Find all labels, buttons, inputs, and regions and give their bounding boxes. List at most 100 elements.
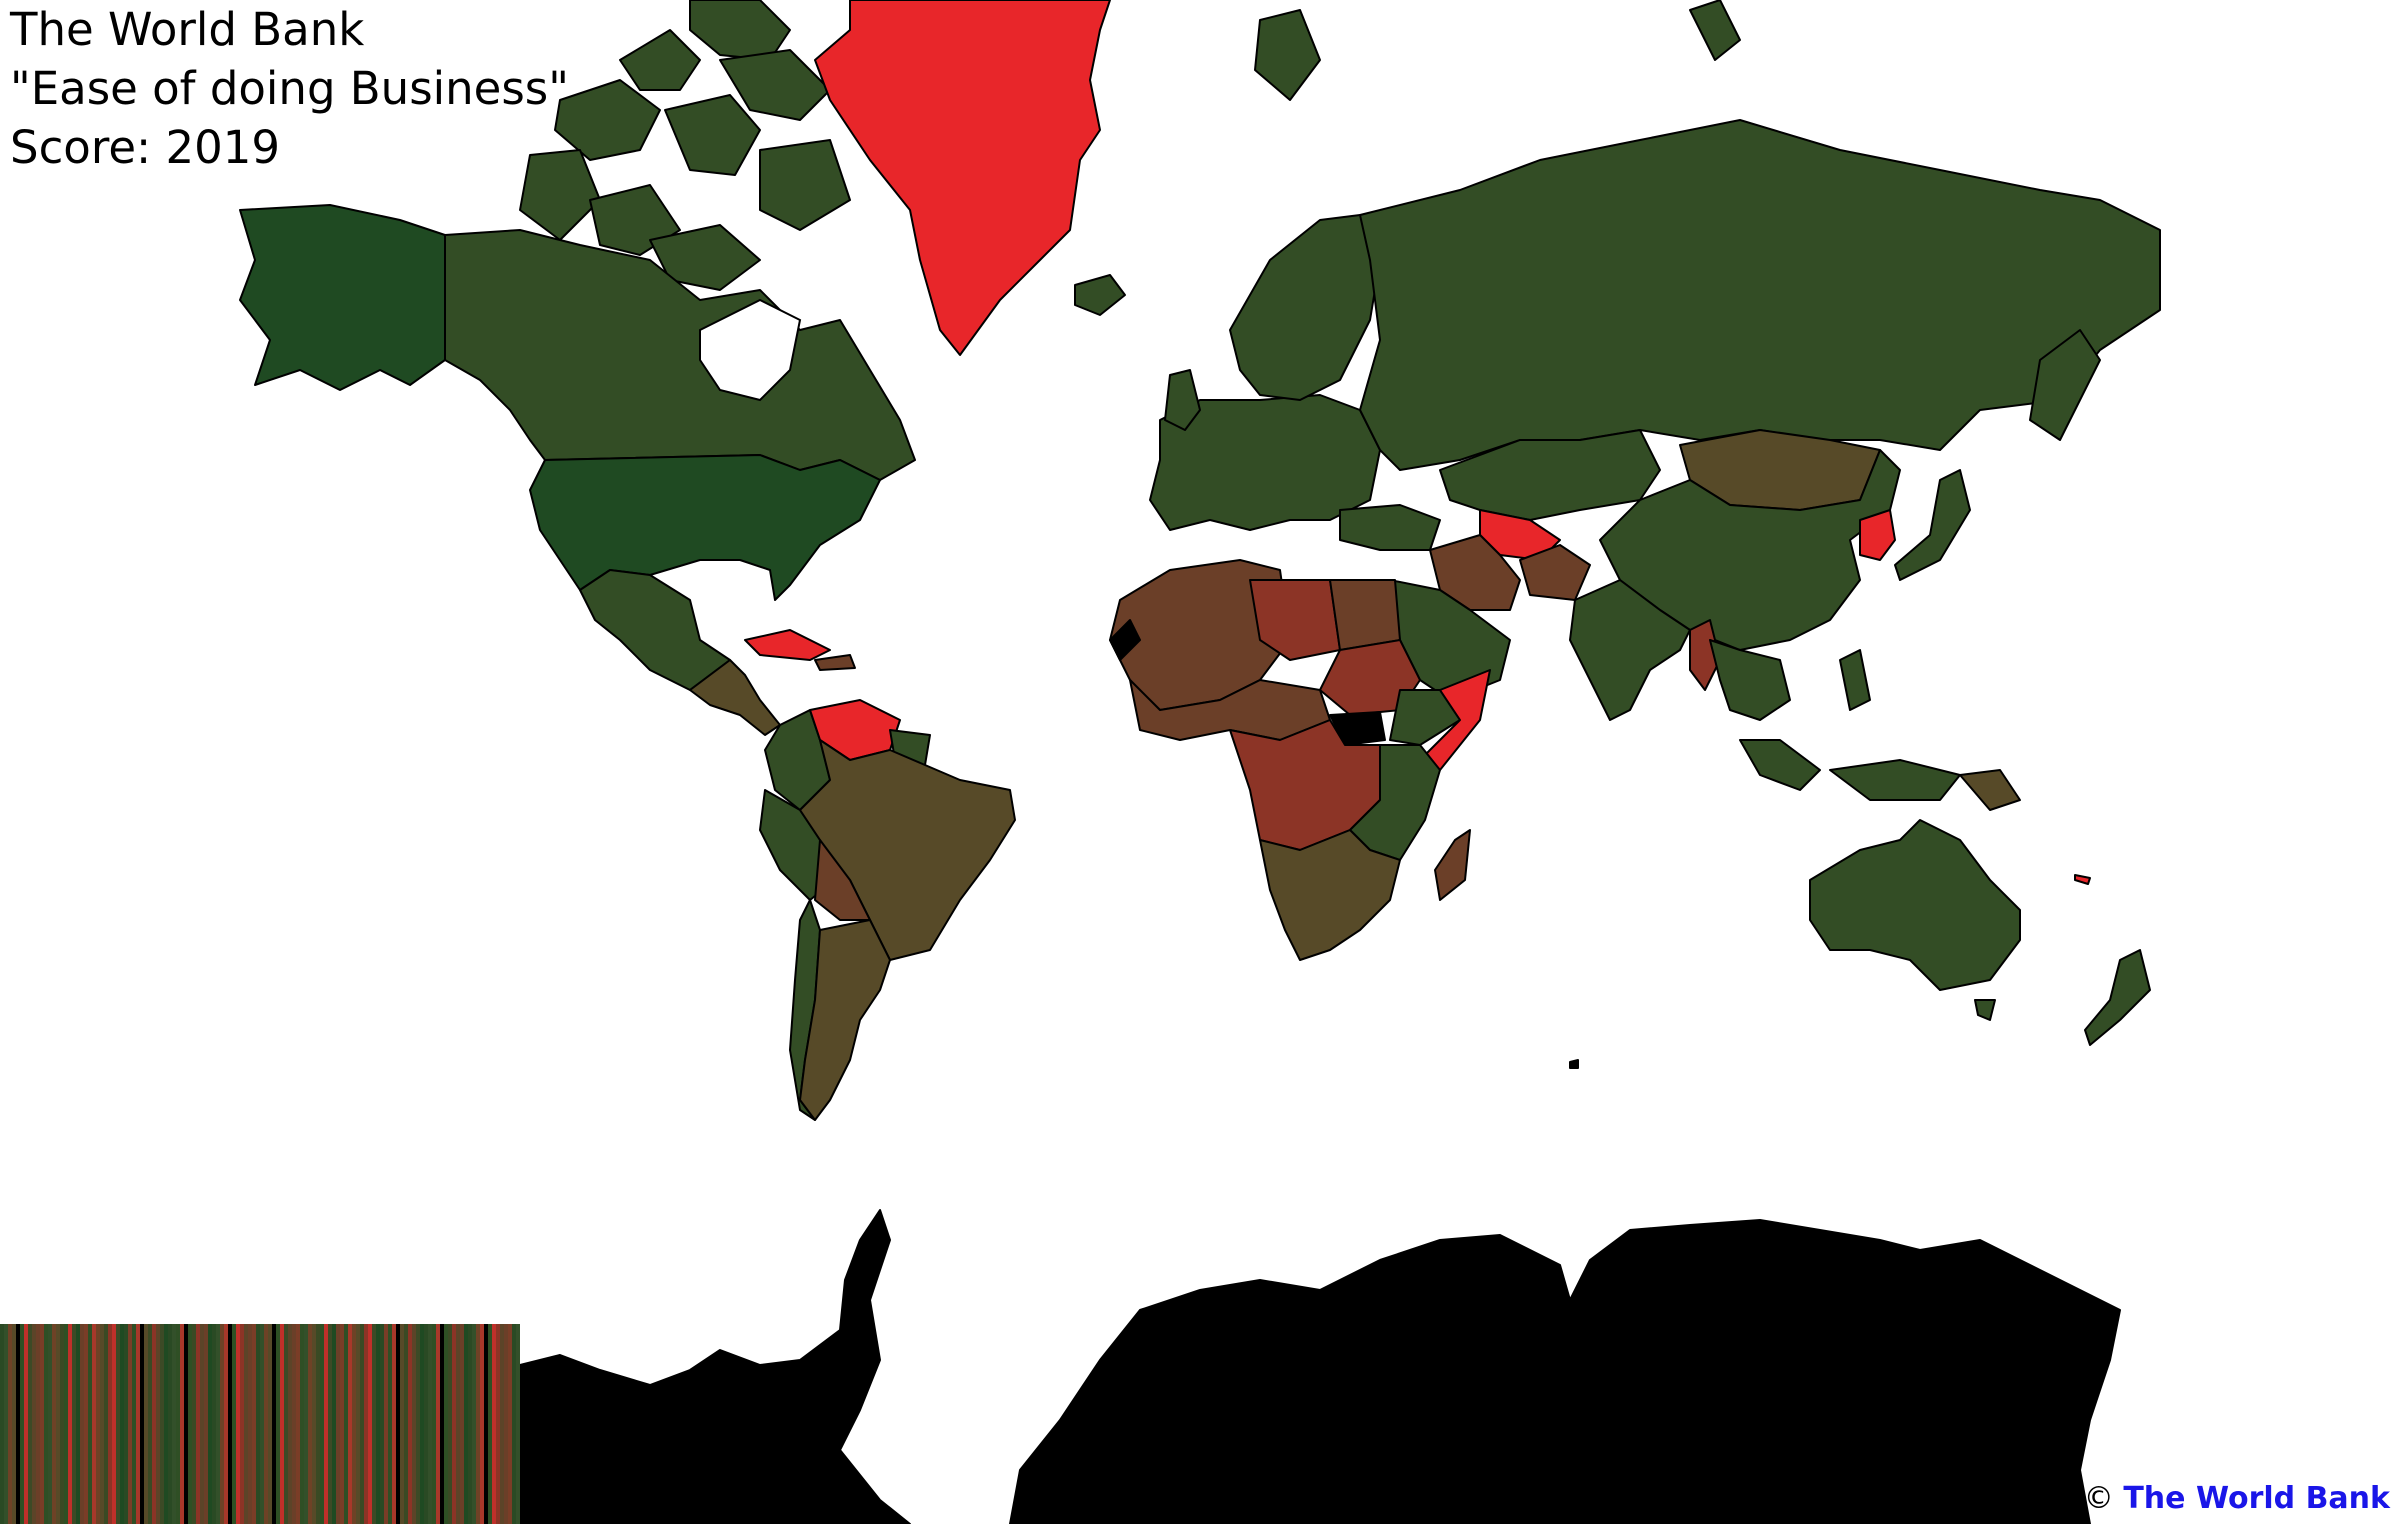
legend-stripe <box>348 1324 353 1524</box>
region-pacific-island <box>2074 874 2091 885</box>
legend-stripe <box>420 1324 425 1524</box>
legend-stripe <box>80 1324 85 1524</box>
region-mexico <box>579 569 731 691</box>
legend-stripe <box>340 1324 345 1524</box>
region-scandinavia <box>1229 214 1381 401</box>
legend-stripe <box>364 1324 369 1524</box>
legend-stripe <box>292 1324 297 1524</box>
region-turkey <box>1339 504 1441 551</box>
legend-stripe <box>36 1324 41 1524</box>
legend-stripe <box>504 1324 509 1524</box>
legend-stripe <box>76 1324 81 1524</box>
map-title: The World Bank "Ease of doing Business" … <box>10 0 569 177</box>
region-southeast-asia <box>1709 639 1791 721</box>
region-southern-africa <box>1259 829 1401 961</box>
legend-stripe <box>212 1324 217 1524</box>
legend-stripe <box>56 1324 61 1524</box>
legend-stripe <box>180 1324 185 1524</box>
legend-stripe <box>236 1324 241 1524</box>
title-line-3: Score: 2019 <box>10 121 281 174</box>
legend-stripe <box>300 1324 305 1524</box>
region-hudson-bay <box>699 298 802 402</box>
legend-stripe <box>32 1324 37 1524</box>
legend-stripe <box>164 1324 169 1524</box>
legend-stripe <box>188 1324 193 1524</box>
legend-stripe <box>64 1324 69 1524</box>
region-egypt <box>1329 579 1401 651</box>
legend-stripe <box>328 1324 333 1524</box>
score-legend-strip <box>0 1324 520 1524</box>
legend-stripe <box>268 1324 273 1524</box>
legend-stripe <box>440 1324 445 1524</box>
legend-stripe <box>416 1324 421 1524</box>
legend-stripe <box>168 1324 173 1524</box>
source-link[interactable]: The World Bank <box>2123 1481 2390 1516</box>
legend-stripe <box>304 1324 309 1524</box>
legend-stripe <box>128 1324 133 1524</box>
legend-stripe <box>476 1324 481 1524</box>
legend-stripe <box>256 1324 261 1524</box>
region-madagascar <box>1434 829 1471 901</box>
legend-stripe <box>336 1324 341 1524</box>
legend-stripe <box>72 1324 77 1524</box>
legend-stripe <box>216 1324 221 1524</box>
region-small-island <box>1569 1059 1579 1069</box>
legend-stripe <box>492 1324 497 1524</box>
legend-stripe <box>384 1324 389 1524</box>
legend-stripe <box>152 1324 157 1524</box>
legend-stripe <box>88 1324 93 1524</box>
legend-stripe <box>160 1324 165 1524</box>
region-japan <box>1894 469 1971 581</box>
region-argentina <box>799 919 891 1121</box>
legend-stripe <box>172 1324 177 1524</box>
legend-stripe <box>500 1324 505 1524</box>
legend-stripe <box>44 1324 49 1524</box>
legend-stripe <box>376 1324 381 1524</box>
legend-stripe <box>484 1324 489 1524</box>
title-line-2: "Ease of doing Business" <box>10 62 569 115</box>
legend-stripe <box>240 1324 245 1524</box>
legend-stripe <box>12 1324 17 1524</box>
legend-stripe <box>448 1324 453 1524</box>
legend-stripe <box>288 1324 293 1524</box>
region-arctic-islands <box>519 0 1741 291</box>
legend-stripe <box>24 1324 29 1524</box>
legend-stripe <box>368 1324 373 1524</box>
legend-stripe <box>372 1324 377 1524</box>
legend-stripe <box>68 1324 73 1524</box>
legend-stripe <box>124 1324 129 1524</box>
legend-stripe <box>516 1324 520 1524</box>
region-great-britain <box>1164 369 1201 431</box>
legend-stripe <box>148 1324 153 1524</box>
legend-stripe <box>436 1324 441 1524</box>
region-united-states <box>529 454 881 601</box>
legend-stripe <box>20 1324 25 1524</box>
region-antarctica <box>519 1209 911 1524</box>
legend-stripe <box>312 1324 317 1524</box>
legend-stripe <box>0 1324 5 1524</box>
legend-stripe <box>360 1324 365 1524</box>
legend-stripe <box>144 1324 149 1524</box>
legend-stripe <box>392 1324 397 1524</box>
region-bolivia <box>814 839 871 921</box>
legend-stripe <box>396 1324 401 1524</box>
legend-stripe <box>232 1324 237 1524</box>
legend-stripe <box>284 1324 289 1524</box>
legend-stripe <box>200 1324 205 1524</box>
legend-stripe <box>380 1324 385 1524</box>
legend-stripe <box>356 1324 361 1524</box>
legend-stripe <box>468 1324 473 1524</box>
legend-stripe <box>472 1324 477 1524</box>
region-new-zealand <box>2084 949 2151 1046</box>
region-kamchatka <box>2029 329 2101 441</box>
legend-stripe <box>456 1324 461 1524</box>
legend-stripe <box>316 1324 321 1524</box>
legend-stripe <box>408 1324 413 1524</box>
legend-stripe <box>480 1324 485 1524</box>
legend-stripe <box>184 1324 189 1524</box>
legend-stripe <box>444 1324 449 1524</box>
legend-stripe <box>84 1324 89 1524</box>
legend-stripe <box>120 1324 125 1524</box>
legend-stripe <box>324 1324 329 1524</box>
legend-stripe <box>272 1324 277 1524</box>
